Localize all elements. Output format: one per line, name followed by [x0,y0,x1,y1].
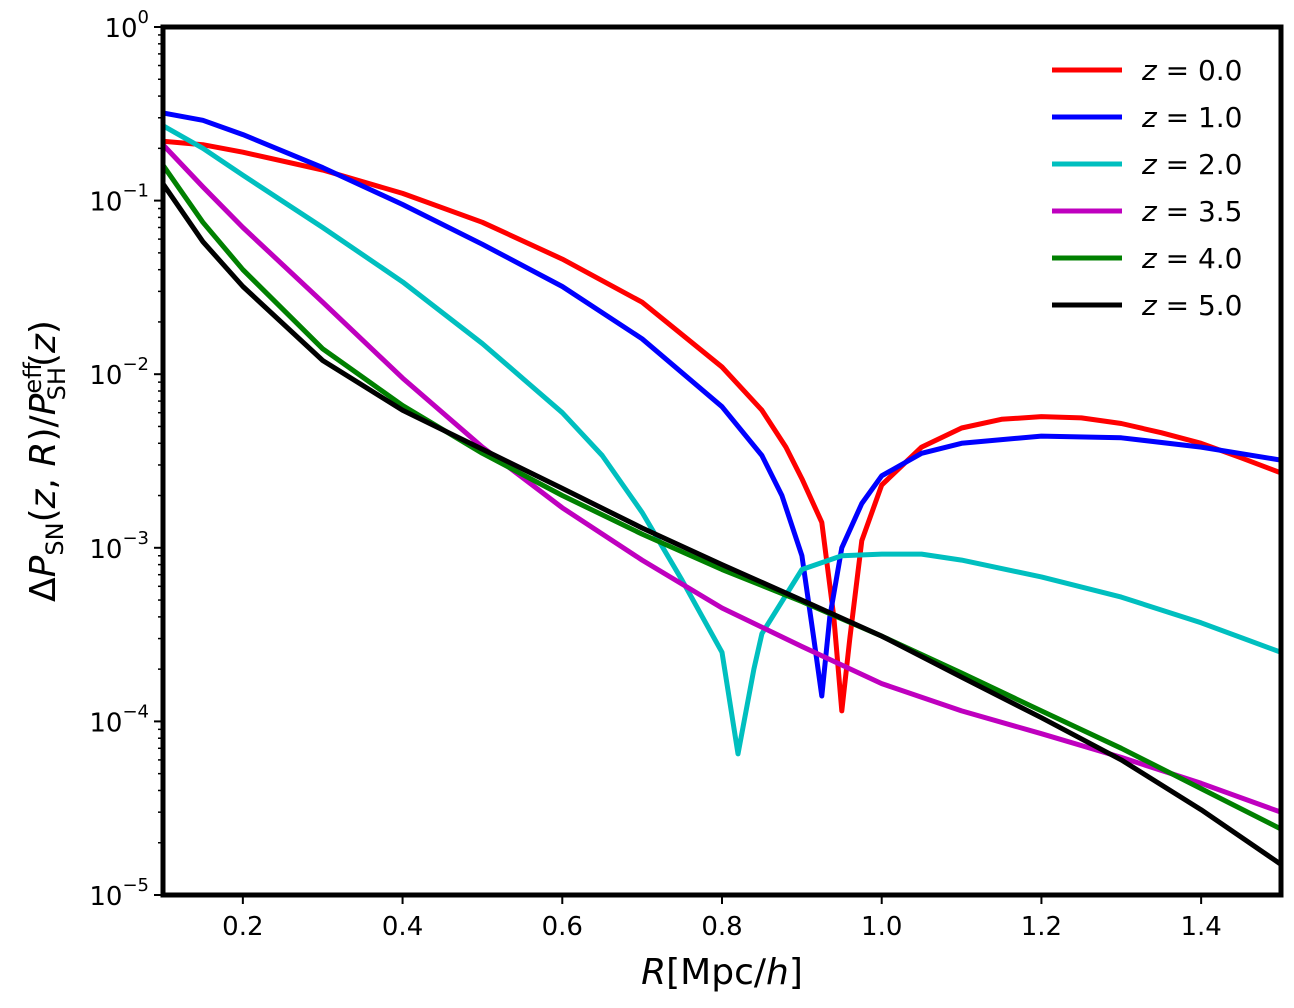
y-tick-label: 10−2 [89,354,149,391]
legend-label-0: z = 0.0 [1141,54,1243,87]
plot-frame [160,24,1284,898]
y-tick-label: 100 [104,7,149,44]
legend-label-1: z = 1.0 [1141,101,1243,134]
x-tick-label: 1.4 [1180,912,1221,942]
x-axis: 0.2 0.4 0.6 0.8 1.0 1.2 1.4 [222,895,1222,942]
x-tick-label: 0.4 [382,912,423,942]
legend-label-4: z = 4.0 [1141,242,1243,275]
x-axis-label: R[Mpc/h] [641,952,803,993]
x-tick-label: 1.0 [861,912,902,942]
series-line-3 [163,142,1281,815]
legend-label-2: z = 2.0 [1141,148,1243,181]
y-tick-label: 10−4 [89,701,149,738]
y-tick-label: 10−3 [89,528,149,565]
x-tick-label: 0.8 [701,912,742,942]
y-axis-label: ΔPSN(z, R)/PeffSH(z) [19,320,71,602]
series-line-1 [163,110,1281,699]
series-line-0 [163,138,1281,714]
x-tick-label: 0.6 [542,912,583,942]
x-tick-label: 0.2 [222,912,263,942]
legend-label-5: z = 5.0 [1141,289,1243,322]
y-axis: 10−5 10−4 10−3 10−2 10−1 100 [89,7,163,912]
legend-label-3: z = 3.5 [1141,195,1243,228]
series-line-4 [163,163,1281,832]
legend: z = 0.0 z = 1.0 z = 2.0 z = 3.5 z = 4.0 z = 5… [1052,54,1243,322]
y-tick-label: 10−5 [89,875,149,912]
series-line-5 [163,182,1281,867]
series-layer [163,110,1281,867]
y-tick-label: 10−1 [89,181,149,218]
x-tick-label: 1.2 [1021,912,1062,942]
series-line-2 [163,123,1281,757]
